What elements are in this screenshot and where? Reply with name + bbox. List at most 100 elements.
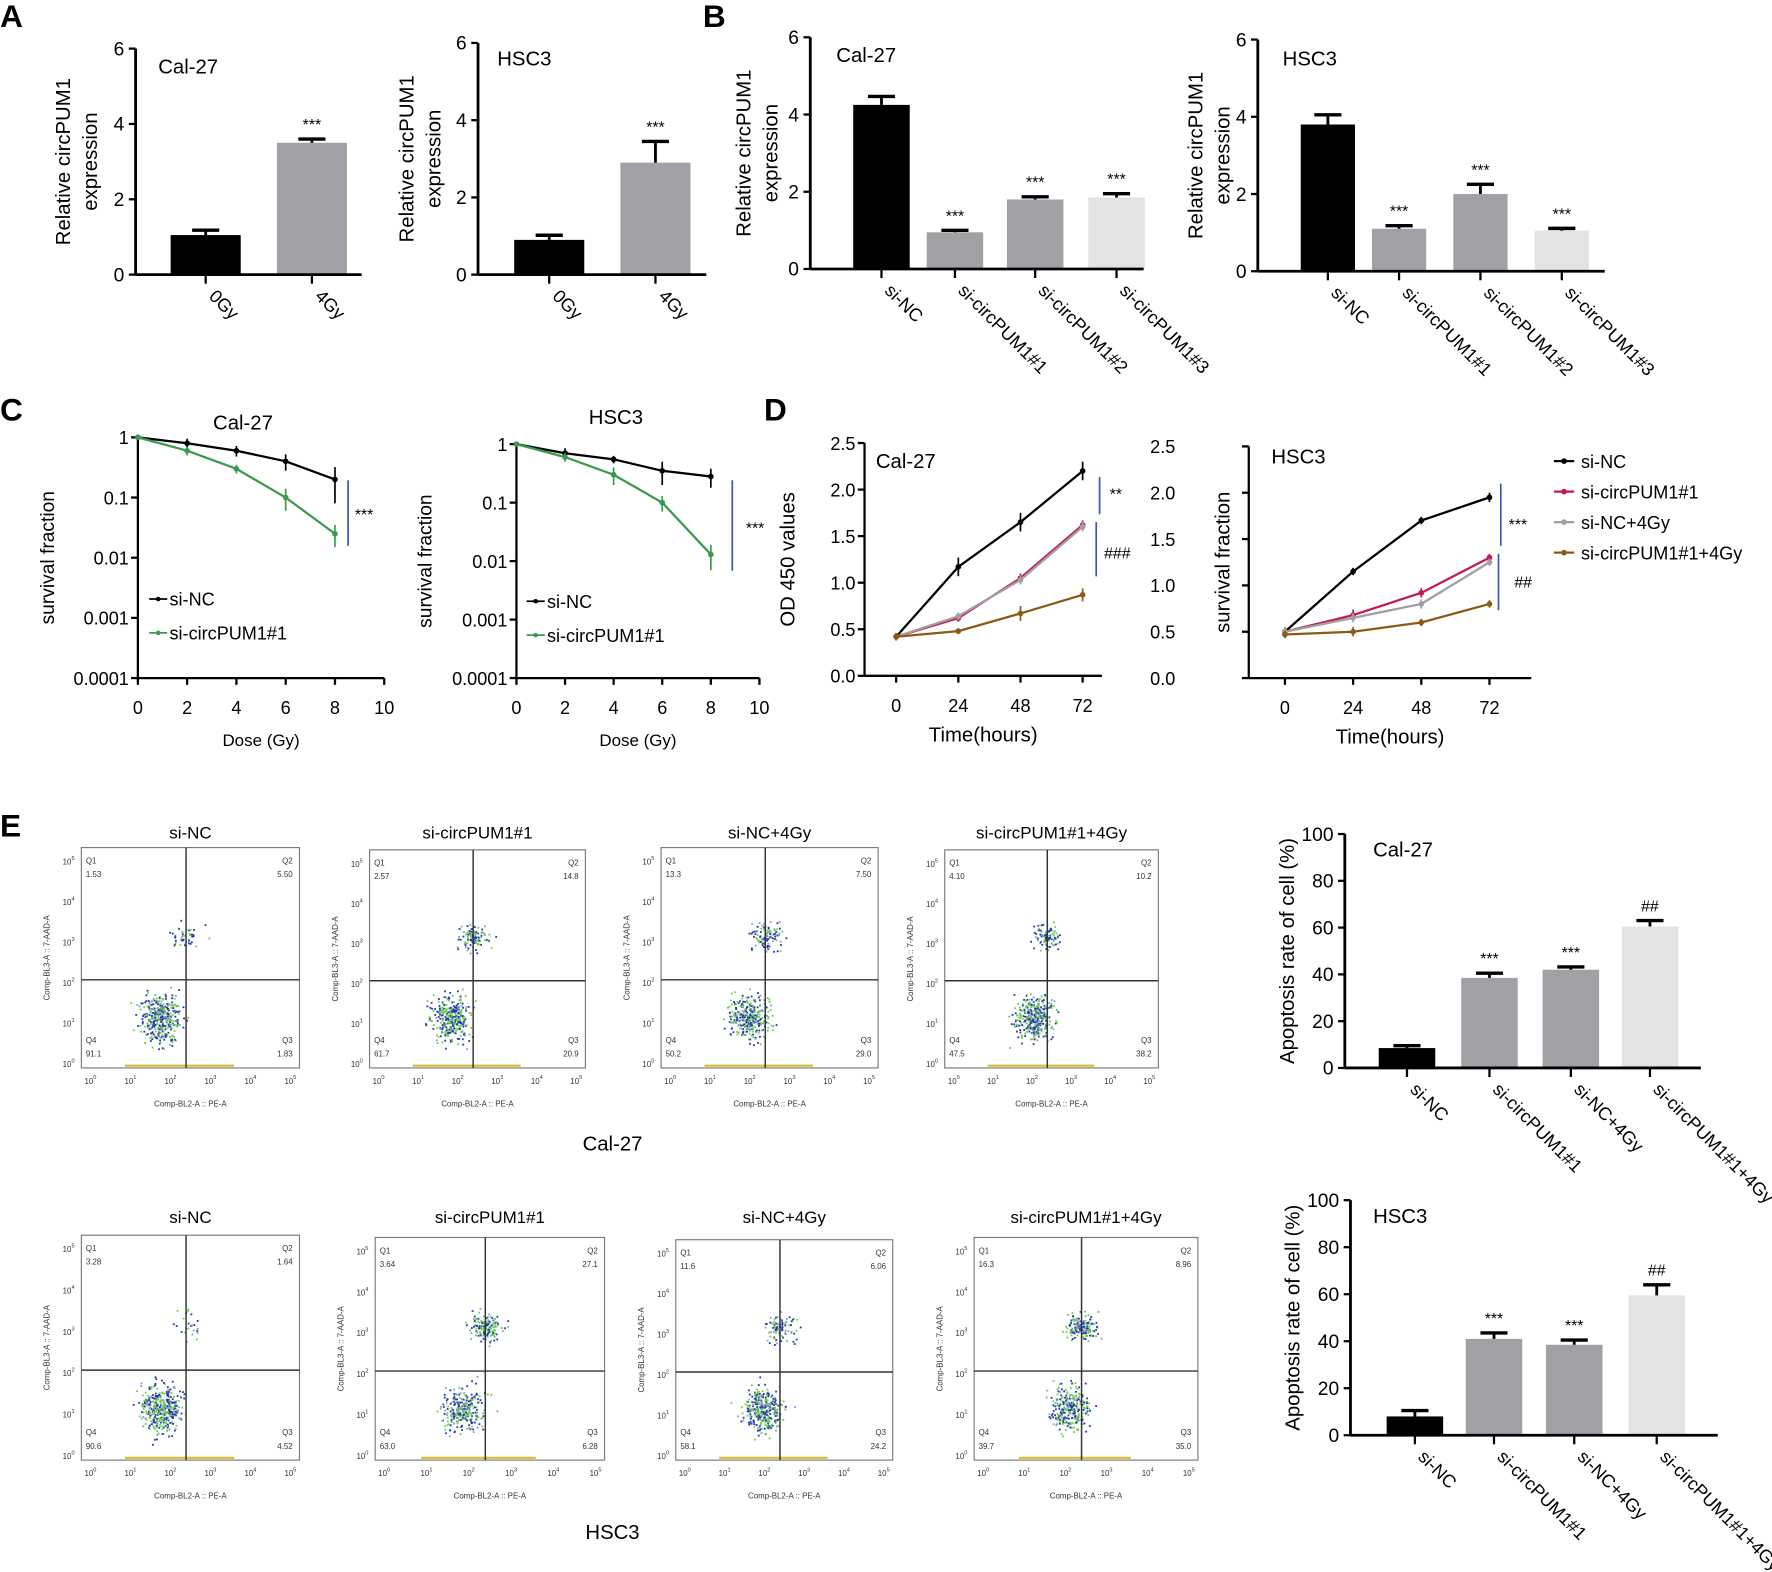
event-dot	[458, 1401, 461, 1404]
event-dot	[154, 1382, 157, 1385]
event-dot	[773, 1318, 776, 1321]
event-dot	[1069, 1405, 1072, 1408]
event-dot	[1086, 1325, 1089, 1328]
y-axis-label: survival fraction	[38, 491, 59, 624]
event-dot	[161, 1047, 164, 1050]
event-dot	[148, 1427, 150, 1429]
y-axis-label: expression	[761, 104, 783, 202]
event-dot	[758, 999, 761, 1002]
event-dot	[782, 1418, 785, 1421]
event-dot	[462, 1043, 465, 1046]
quadrant-percent: 29.0	[856, 1050, 872, 1059]
tick-exponent: 1	[360, 1018, 363, 1024]
event-dot	[766, 1393, 769, 1396]
event-dot	[156, 1019, 159, 1022]
event-dot	[456, 1408, 459, 1411]
event-dot	[728, 1021, 731, 1023]
chart-title: Cal-27	[876, 451, 936, 473]
event-dot	[1028, 998, 1031, 1001]
event-dot	[1028, 1023, 1031, 1026]
event-dot	[763, 1412, 766, 1415]
event-dot	[1086, 1335, 1089, 1337]
y-tick-label: 103	[926, 938, 938, 949]
event-dot	[1061, 1419, 1064, 1422]
event-dot	[466, 1414, 468, 1417]
event-dot	[773, 1344, 776, 1346]
event-dot	[1045, 937, 1047, 940]
event-dot	[753, 1408, 756, 1411]
event-dot	[764, 1413, 766, 1416]
event-dot	[176, 1409, 179, 1412]
event-dot	[449, 1026, 452, 1028]
y-tick-label: 104	[356, 1287, 368, 1298]
event-dot	[482, 1326, 485, 1329]
event-dot	[449, 1020, 452, 1023]
event-dot	[749, 1013, 752, 1016]
event-dot	[468, 1404, 470, 1406]
event-dot	[425, 1023, 427, 1025]
event-dot	[1054, 1022, 1057, 1025]
event-dot	[1052, 940, 1055, 942]
event-dot	[776, 1413, 779, 1415]
event-dot	[747, 1410, 750, 1413]
tick-exponent: 0	[381, 1075, 384, 1081]
event-dot	[455, 1030, 457, 1032]
event-dot	[469, 924, 472, 927]
event-dot	[1076, 1399, 1079, 1402]
event-dot	[462, 1405, 465, 1408]
event-dot	[1078, 1396, 1080, 1398]
event-dot	[779, 950, 782, 953]
event-dot	[1077, 1414, 1080, 1417]
event-dot	[163, 1392, 166, 1395]
x-tick-label: 102	[744, 1075, 756, 1086]
event-dot	[766, 1404, 769, 1407]
event-dot	[1039, 1015, 1042, 1018]
event-dot	[1068, 1324, 1071, 1327]
event-dot	[149, 1411, 152, 1414]
event-dot	[1084, 1332, 1087, 1334]
event-dot	[760, 1399, 763, 1402]
event-dot	[454, 1403, 457, 1406]
event-dot	[1069, 1332, 1072, 1335]
event-dot	[452, 1030, 455, 1033]
event-dot	[1031, 1017, 1034, 1019]
event-dot	[1077, 1331, 1080, 1334]
event-dot	[488, 933, 491, 936]
event-dot	[150, 1386, 153, 1388]
event-dot	[175, 1010, 178, 1013]
event-dot	[766, 1413, 768, 1416]
event-dot	[764, 1424, 767, 1426]
event-dot	[1058, 1406, 1061, 1408]
event-dot	[751, 1395, 754, 1398]
event-dot	[157, 1012, 160, 1015]
event-dot	[159, 1396, 162, 1399]
event-dot	[1052, 1416, 1055, 1419]
event-dot	[1052, 931, 1055, 934]
event-dot	[449, 1402, 452, 1405]
series-line	[1284, 556, 1490, 633]
event-dot	[151, 1015, 154, 1018]
event-dot	[162, 1023, 164, 1026]
event-dot	[1062, 1403, 1065, 1406]
quadrant-percent: 35.0	[1176, 1442, 1192, 1451]
event-dot	[1060, 1394, 1063, 1397]
event-dot	[171, 994, 174, 997]
event-dot	[457, 1420, 460, 1423]
event-dot	[153, 1397, 156, 1400]
event-dot	[152, 1410, 155, 1413]
event-dot	[1026, 1006, 1029, 1009]
tick-exponent: 1	[133, 1075, 136, 1081]
event-dot	[1021, 1037, 1023, 1039]
event-dot	[153, 1036, 156, 1038]
event-dot	[1041, 934, 1044, 936]
event-dot	[430, 1001, 433, 1004]
legend-label: si-circPUM1#1	[170, 624, 288, 644]
event-dot	[1084, 1315, 1087, 1318]
event-dot	[1071, 1401, 1073, 1404]
event-dot	[788, 1316, 791, 1319]
quadrant-name: Q2	[875, 1249, 886, 1258]
event-dot	[739, 1000, 741, 1003]
event-dot	[148, 1397, 151, 1399]
event-dot	[1061, 1414, 1064, 1416]
event-dot	[764, 1433, 767, 1435]
